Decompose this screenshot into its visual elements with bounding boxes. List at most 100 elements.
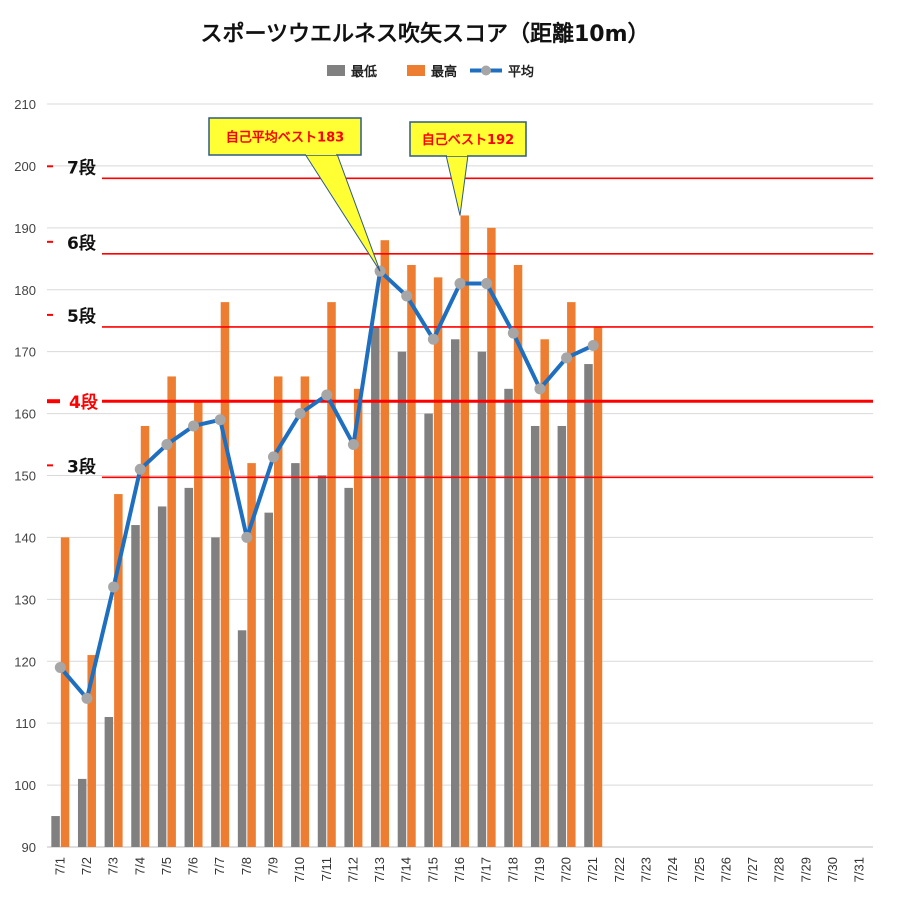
x-tick-label: 7/6 (186, 857, 201, 875)
callout-box (409, 121, 527, 157)
x-tick-label: 7/19 (532, 857, 547, 882)
bar-max (327, 302, 336, 848)
y-tick-label: 180 (14, 283, 36, 298)
x-tick-label: 7/11 (319, 857, 334, 881)
bar-max (460, 215, 469, 847)
bar-max (540, 339, 549, 847)
legend-swatch-max (407, 65, 425, 76)
bar-max (513, 264, 523, 847)
x-tick-label: 7/14 (399, 857, 414, 882)
y-axis: 90 100 110 120 130 140 150 160 170 180 190 200 210 (14, 97, 36, 855)
x-tick-label: 7/18 (505, 857, 520, 882)
bar-min (451, 339, 460, 847)
x-tick-label: 7/21 (585, 857, 600, 882)
average-point (454, 278, 466, 290)
average-point (321, 389, 333, 401)
dan-label: 7段 (67, 157, 96, 178)
x-tick-label: 7/24 (665, 857, 680, 882)
average-point (401, 290, 413, 302)
y-tick-label: 150 (14, 469, 36, 484)
bar-max (60, 537, 70, 847)
bar-min (530, 425, 540, 847)
x-tick-label: 7/4 (132, 857, 147, 875)
bar-min (371, 326, 380, 847)
x-tick-label: 7/29 (798, 857, 813, 882)
callout-pointer (445, 154, 469, 216)
bar-min (237, 630, 247, 847)
average-point (54, 661, 66, 673)
y-tick-label: 90 (22, 840, 36, 855)
bar-max (407, 264, 416, 847)
bar-max (140, 425, 150, 847)
bar-max (567, 302, 576, 848)
average-point (161, 439, 173, 451)
legend: 最低 最高 平均 (327, 64, 534, 80)
x-tick-label: 7/17 (479, 857, 494, 882)
average-point (507, 327, 519, 339)
bar-min (291, 463, 300, 847)
average-line (54, 265, 599, 704)
x-tick-label: 7/26 (718, 857, 733, 882)
x-tick-label: 7/22 (612, 857, 627, 882)
dan-label: 5段 (67, 306, 96, 327)
bar-max (273, 376, 283, 847)
average-point (427, 333, 439, 345)
y-tick-label: 170 (14, 345, 36, 360)
dan-label: 6段 (67, 233, 96, 254)
bar-min (557, 425, 567, 847)
x-axis: 7/1 7/2 7/3 7/4 7/5 7/6 7/7 7/8 7/9 7/10 7/11 7/12 7… (52, 857, 866, 882)
chart-title: スポーツウエルネス吹矢スコア（距離10m） (200, 21, 649, 47)
legend-label-avg: 平均 (508, 64, 534, 80)
callout-box (208, 117, 362, 156)
average-point (534, 383, 546, 395)
bar-max (247, 463, 256, 847)
legend-label-min: 最低 (351, 64, 377, 80)
x-tick-label: 7/27 (745, 857, 760, 882)
bar-max (194, 401, 203, 847)
average-point (188, 420, 200, 432)
bar-max (433, 277, 443, 847)
x-tick-label: 7/3 (106, 857, 121, 875)
x-tick-label: 7/23 (639, 857, 654, 882)
x-tick-label: 7/28 (772, 857, 787, 882)
bar-min (51, 816, 60, 847)
bar-min (131, 525, 140, 847)
bar-max (353, 388, 363, 847)
bar-max (380, 240, 390, 847)
bar-min (477, 351, 487, 847)
bar-min (344, 487, 353, 847)
x-tick-label: 7/31 (852, 857, 867, 882)
bar-min (104, 716, 114, 847)
x-tick-label: 7/10 (292, 857, 307, 882)
bar-max (87, 655, 96, 847)
average-point (561, 352, 573, 364)
callout-text: 自己平均ベスト183 (226, 130, 344, 146)
y-tick-label: 190 (14, 221, 36, 236)
bar-min (317, 475, 327, 847)
legend-swatch-avg-marker (481, 65, 491, 76)
bar-min (424, 413, 433, 847)
x-tick-label: 7/30 (825, 857, 840, 882)
x-tick-label: 7/5 (159, 857, 174, 875)
x-tick-label: 7/7 (212, 857, 227, 875)
average-point (108, 581, 120, 593)
y-tick-label: 130 (14, 592, 36, 607)
average-point (134, 463, 146, 475)
legend-label-max: 最高 (431, 64, 457, 80)
y-tick-label: 200 (14, 159, 36, 174)
average-point (267, 451, 279, 463)
dan-label: 3段 (67, 456, 96, 477)
y-tick-label: 160 (14, 407, 36, 422)
average-point (481, 278, 493, 290)
y-tick-label: 110 (15, 716, 36, 731)
average-point (214, 414, 226, 426)
y-tick-label: 210 (14, 97, 36, 112)
average-point (241, 531, 253, 543)
bar-max (593, 326, 603, 847)
average-point (587, 339, 599, 351)
average-point (347, 439, 359, 451)
bar-max (300, 376, 310, 847)
x-tick-label: 7/8 (239, 857, 254, 875)
average-point (294, 408, 306, 420)
